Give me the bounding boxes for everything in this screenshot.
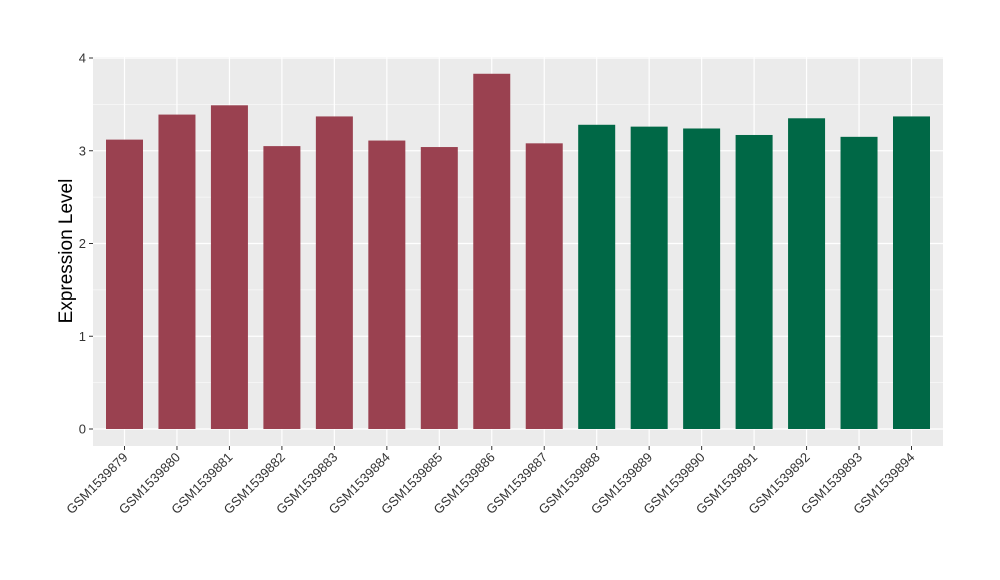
y-axis-title: Expression Level <box>56 179 77 324</box>
bar-GSM1539881 <box>210 105 248 430</box>
bar-GSM1539891 <box>735 134 773 430</box>
y-tick-label: 0 <box>79 422 86 437</box>
bar-GSM1539883 <box>315 116 353 430</box>
bar-GSM1539894 <box>893 116 930 430</box>
bar-GSM1539886 <box>473 73 511 429</box>
y-tick-label: 4 <box>79 51 86 66</box>
bars <box>106 73 930 430</box>
bar-GSM1539880 <box>158 114 196 429</box>
bar-GSM1539892 <box>788 118 826 429</box>
bar-GSM1539889 <box>630 126 668 429</box>
bar-GSM1539879 <box>106 139 143 429</box>
bar-GSM1539893 <box>840 136 878 429</box>
bar-GSM1539882 <box>263 146 301 430</box>
bar-GSM1539885 <box>420 147 458 430</box>
bar-GSM1539884 <box>368 140 406 430</box>
y-tick-label: 3 <box>79 143 86 158</box>
y-tick-label: 1 <box>79 329 86 344</box>
bar-GSM1539888 <box>578 124 616 429</box>
bar-GSM1539887 <box>525 143 563 429</box>
x-axis: GSM1539879GSM1539880GSM1539881GSM1539882… <box>63 446 918 517</box>
y-tick-label: 2 <box>79 236 86 251</box>
bar-GSM1539890 <box>683 128 721 430</box>
y-axis: 0 1 2 3 4 <box>79 51 93 437</box>
